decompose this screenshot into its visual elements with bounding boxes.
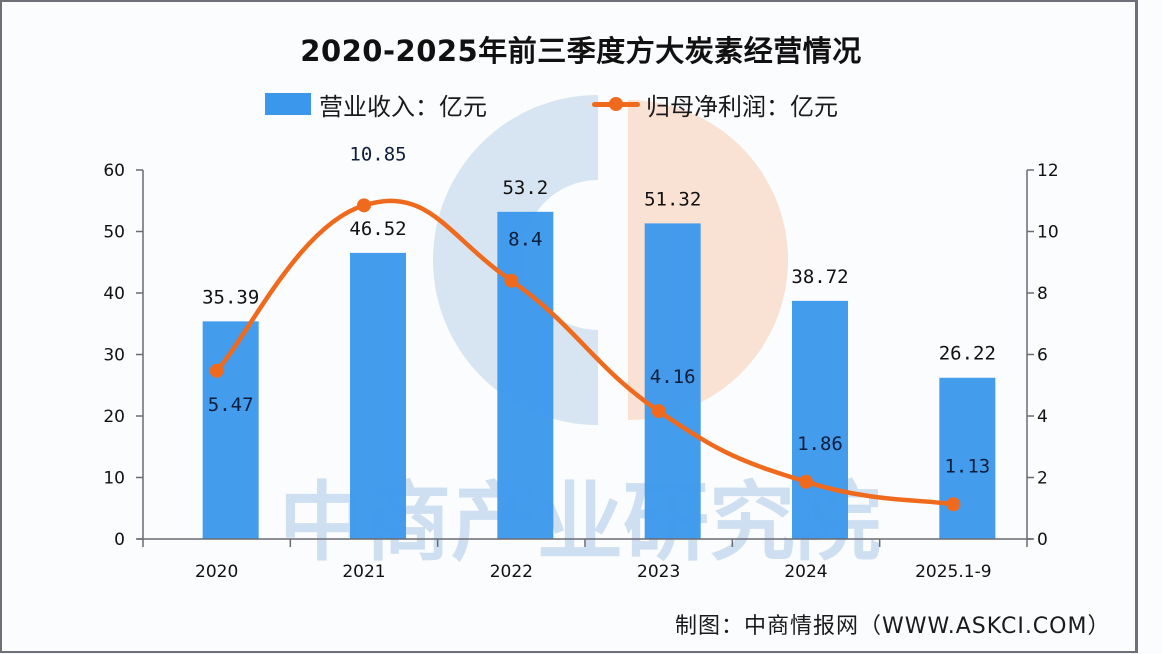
bar-label-2023: 51.32 bbox=[644, 188, 701, 210]
x-tick-label: 2022 bbox=[490, 562, 533, 582]
bar-2020 bbox=[202, 321, 259, 539]
net-profit-point-2022 bbox=[504, 273, 519, 288]
x-tick-label: 2020 bbox=[195, 562, 238, 582]
legend-label-revenue: 营业收入：亿元 bbox=[319, 92, 487, 121]
line-label-2023: 4.16 bbox=[650, 366, 696, 388]
bar-label-2022: 53.2 bbox=[502, 177, 548, 199]
legend-line-swatch bbox=[592, 94, 640, 114]
y-left-tick-label: 30 bbox=[103, 346, 125, 366]
bar-2024 bbox=[792, 300, 848, 539]
net-profit-point-2021 bbox=[357, 198, 371, 213]
x-tick-label: 2021 bbox=[342, 562, 385, 582]
line-label-2020: 5.47 bbox=[208, 394, 254, 416]
line-series bbox=[209, 198, 961, 512]
y-right-tick-label: 6 bbox=[1037, 346, 1048, 366]
y-right-tick-label: 8 bbox=[1037, 284, 1048, 304]
y-left-tick-label: 40 bbox=[103, 284, 125, 304]
y-left-tick-label: 0 bbox=[114, 530, 125, 550]
legend-item-revenue: 营业收入：亿元 bbox=[265, 86, 487, 122]
bar-2023 bbox=[644, 223, 701, 539]
net-profit-point-2024 bbox=[799, 474, 813, 489]
net-profit-point-2020 bbox=[209, 363, 224, 378]
y-right-tick-label: 2 bbox=[1037, 469, 1048, 489]
bar-series bbox=[202, 211, 996, 540]
page-margin bbox=[1138, 0, 1162, 654]
bar-2022 bbox=[497, 211, 554, 539]
net-profit-point-2025.1-9 bbox=[946, 497, 961, 512]
x-tick-label: 2024 bbox=[784, 562, 827, 582]
y-left-tick-label: 10 bbox=[103, 469, 125, 489]
y-right-tick-label: 4 bbox=[1037, 407, 1048, 427]
line-label-2024: 1.86 bbox=[797, 433, 843, 455]
line-label-2022: 8.4 bbox=[508, 229, 542, 251]
line-label-2021: 10.85 bbox=[349, 143, 406, 165]
x-tick-label: 2025.1-9 bbox=[915, 562, 991, 582]
bar-label-2024: 38.72 bbox=[791, 266, 848, 288]
bar-label-2021: 46.52 bbox=[349, 218, 406, 240]
bar-2025.1-9 bbox=[939, 377, 996, 539]
line-label-2025.1-9: 1.13 bbox=[944, 455, 990, 477]
legend-label-net-profit: 归母净利润：亿元 bbox=[646, 92, 838, 121]
x-tick-label: 2023 bbox=[637, 562, 680, 582]
y-left-tick-label: 50 bbox=[103, 223, 125, 243]
data-labels: 35.39 46.52 53.2 51.32 38.72 26.22 5.47 10.85 8.… bbox=[202, 143, 996, 477]
y-right-tick-label: 10 bbox=[1037, 223, 1059, 243]
bar-label-2025.1-9: 26.22 bbox=[939, 343, 996, 365]
y-left-tick-label: 20 bbox=[103, 407, 125, 427]
y-right-tick-label: 12 bbox=[1037, 161, 1059, 181]
source-note: 制图：中商情报网（WWW.ASKCI.COM） bbox=[675, 614, 1111, 639]
bar-label-2020: 35.39 bbox=[202, 286, 259, 308]
bar-2021 bbox=[350, 252, 406, 540]
chart-title: 2020-2025年前三季度方大炭素经营情况 bbox=[300, 34, 862, 68]
net-profit-point-2023 bbox=[651, 404, 666, 419]
legend-item-net-profit: 归母净利润：亿元 bbox=[592, 86, 838, 122]
y-left-tick-label: 60 bbox=[103, 161, 125, 181]
legend-bar-swatch bbox=[265, 93, 311, 115]
axes: 0 10 20 30 40 50 60 0 2 4 6 8 10 12 2020 2021 2022 2023 20… bbox=[103, 161, 1058, 582]
y-right-tick-label: 0 bbox=[1037, 530, 1048, 550]
